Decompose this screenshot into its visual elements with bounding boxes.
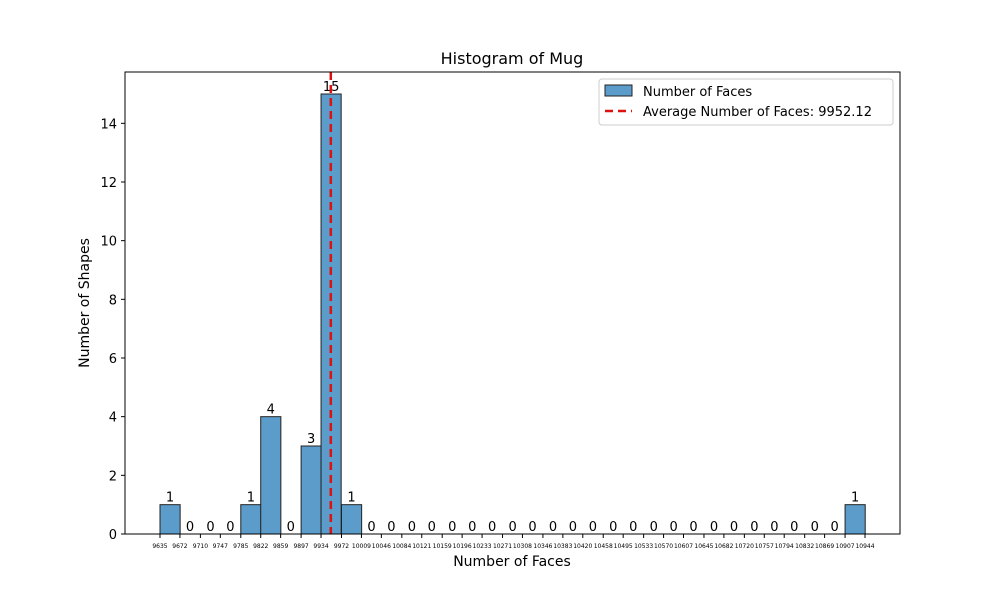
bar-count-label: 0 — [670, 520, 678, 535]
y-tick-label: 6 — [109, 352, 117, 367]
x-tick-label: 10121 — [412, 543, 431, 550]
bar-count-label: 4 — [267, 403, 275, 418]
x-tick-label: 10233 — [473, 543, 492, 550]
x-tick-label: 10009 — [352, 543, 371, 550]
x-tick-label: 9972 — [334, 543, 349, 550]
x-tick-label: 9635 — [152, 543, 167, 550]
bar-count-label: 0 — [508, 520, 516, 535]
histogram-bar — [844, 504, 866, 535]
bar-count-label: 1 — [247, 491, 255, 506]
x-tick-label: 10832 — [795, 543, 814, 550]
y-tick-label: 4 — [109, 411, 117, 426]
bar-count-label: 0 — [549, 520, 557, 535]
x-tick-label: 10794 — [775, 543, 794, 550]
histogram-bar — [300, 445, 322, 535]
bar-count-label: 0 — [528, 520, 536, 535]
y-tick-label: 8 — [109, 293, 117, 308]
bar-count-label: 3 — [307, 432, 315, 447]
legend: Number of Faces Average Number of Faces:… — [598, 78, 894, 126]
legend-frame — [598, 78, 894, 126]
histogram-bar — [159, 504, 181, 535]
x-tick-label: 9747 — [213, 543, 228, 550]
bar-count-label: 0 — [770, 520, 778, 535]
histogram-bar — [260, 416, 282, 535]
x-tick-label: 10533 — [634, 543, 653, 550]
x-axis-label: Number of Faces — [453, 554, 571, 570]
x-tick-label: 10046 — [372, 543, 391, 550]
x-tick-label: 9785 — [233, 543, 248, 550]
y-tick-label: 2 — [109, 469, 117, 484]
x-tick-label: 9859 — [273, 543, 288, 550]
x-tick-label: 10869 — [815, 543, 834, 550]
x-tick-label: 9897 — [293, 543, 308, 550]
bar-count-label: 0 — [750, 520, 758, 535]
bar-count-label: 0 — [226, 520, 234, 535]
bar-count-label: 0 — [569, 520, 577, 535]
x-tick-label: 10084 — [392, 543, 411, 550]
bar-count-label: 1 — [851, 491, 859, 506]
bar-count-label: 0 — [609, 520, 617, 535]
y-tick-label: 14 — [100, 117, 117, 132]
bar-count-label: 0 — [730, 520, 738, 535]
bar-labels-group: 100014031510000000000000000000000001 — [166, 80, 859, 535]
bar-count-label: 0 — [811, 520, 819, 535]
bar-count-label: 1 — [166, 491, 174, 506]
y-tick-label: 12 — [100, 176, 117, 191]
x-tick-label: 9934 — [313, 543, 328, 550]
x-tick-label: 9710 — [193, 543, 208, 550]
x-tick-label: 10495 — [614, 543, 633, 550]
x-tick-label: 10570 — [654, 543, 673, 550]
x-tick-label: 10271 — [493, 543, 512, 550]
histogram-bar — [341, 504, 363, 535]
x-tick-label: 10458 — [594, 543, 613, 550]
x-tick-label: 10682 — [714, 543, 733, 550]
bar-count-label: 0 — [488, 520, 496, 535]
bar-count-label: 1 — [347, 491, 355, 506]
x-tick-label: 10346 — [533, 543, 552, 550]
legend-bar-label: Number of Faces — [643, 85, 752, 100]
x-tick-label: 9822 — [253, 543, 268, 550]
x-tick-label: 10907 — [836, 543, 855, 550]
bar-count-label: 0 — [367, 520, 375, 535]
bar-count-label: 0 — [831, 520, 839, 535]
x-tick-label: 10944 — [855, 543, 874, 550]
legend-average-label: Average Number of Faces: 9952.12 — [643, 105, 872, 120]
bars-group — [159, 93, 866, 535]
chart-title: Histogram of Mug — [441, 49, 584, 68]
bar-count-label: 0 — [790, 520, 798, 535]
bar-count-label: 0 — [629, 520, 637, 535]
x-axis: 9635 9672 9710 9747 9785 9822 9859 9897 9934 9972… — [152, 534, 875, 550]
bar-count-label: 0 — [387, 520, 395, 535]
bar-count-label: 0 — [448, 520, 456, 535]
bar-count-label: 0 — [468, 520, 476, 535]
legend-bar-swatch — [604, 84, 633, 97]
y-tick-label: 0 — [109, 528, 117, 543]
bar-count-label: 0 — [408, 520, 416, 535]
histogram-bar — [240, 504, 262, 535]
bar-count-label: 0 — [710, 520, 718, 535]
x-tick-label: 10420 — [573, 543, 592, 550]
y-axis: 0 2 4 6 8 10 12 14 — [100, 117, 125, 543]
x-tick-label: 10383 — [553, 543, 572, 550]
x-tick-label: 10757 — [755, 543, 774, 550]
bar-count-label: 0 — [428, 520, 436, 535]
plot-frame — [124, 71, 901, 535]
bar-count-label: 0 — [186, 520, 194, 535]
y-tick-label: 10 — [100, 235, 117, 250]
x-tick-label: 10607 — [674, 543, 693, 550]
bar-count-label: 0 — [650, 520, 658, 535]
x-tick-label: 10308 — [513, 543, 532, 550]
bar-count-label: 0 — [589, 520, 597, 535]
x-tick-label: 9672 — [172, 543, 187, 550]
y-axis-label: Number of Shapes — [77, 238, 93, 368]
x-tick-label: 10645 — [694, 543, 713, 550]
bar-count-label: 0 — [206, 520, 214, 535]
x-tick-label: 10196 — [453, 543, 472, 550]
x-tick-label: 10720 — [735, 543, 754, 550]
bar-count-label: 0 — [689, 520, 697, 535]
x-tick-label: 10159 — [433, 543, 452, 550]
bar-count-label: 0 — [287, 520, 295, 535]
